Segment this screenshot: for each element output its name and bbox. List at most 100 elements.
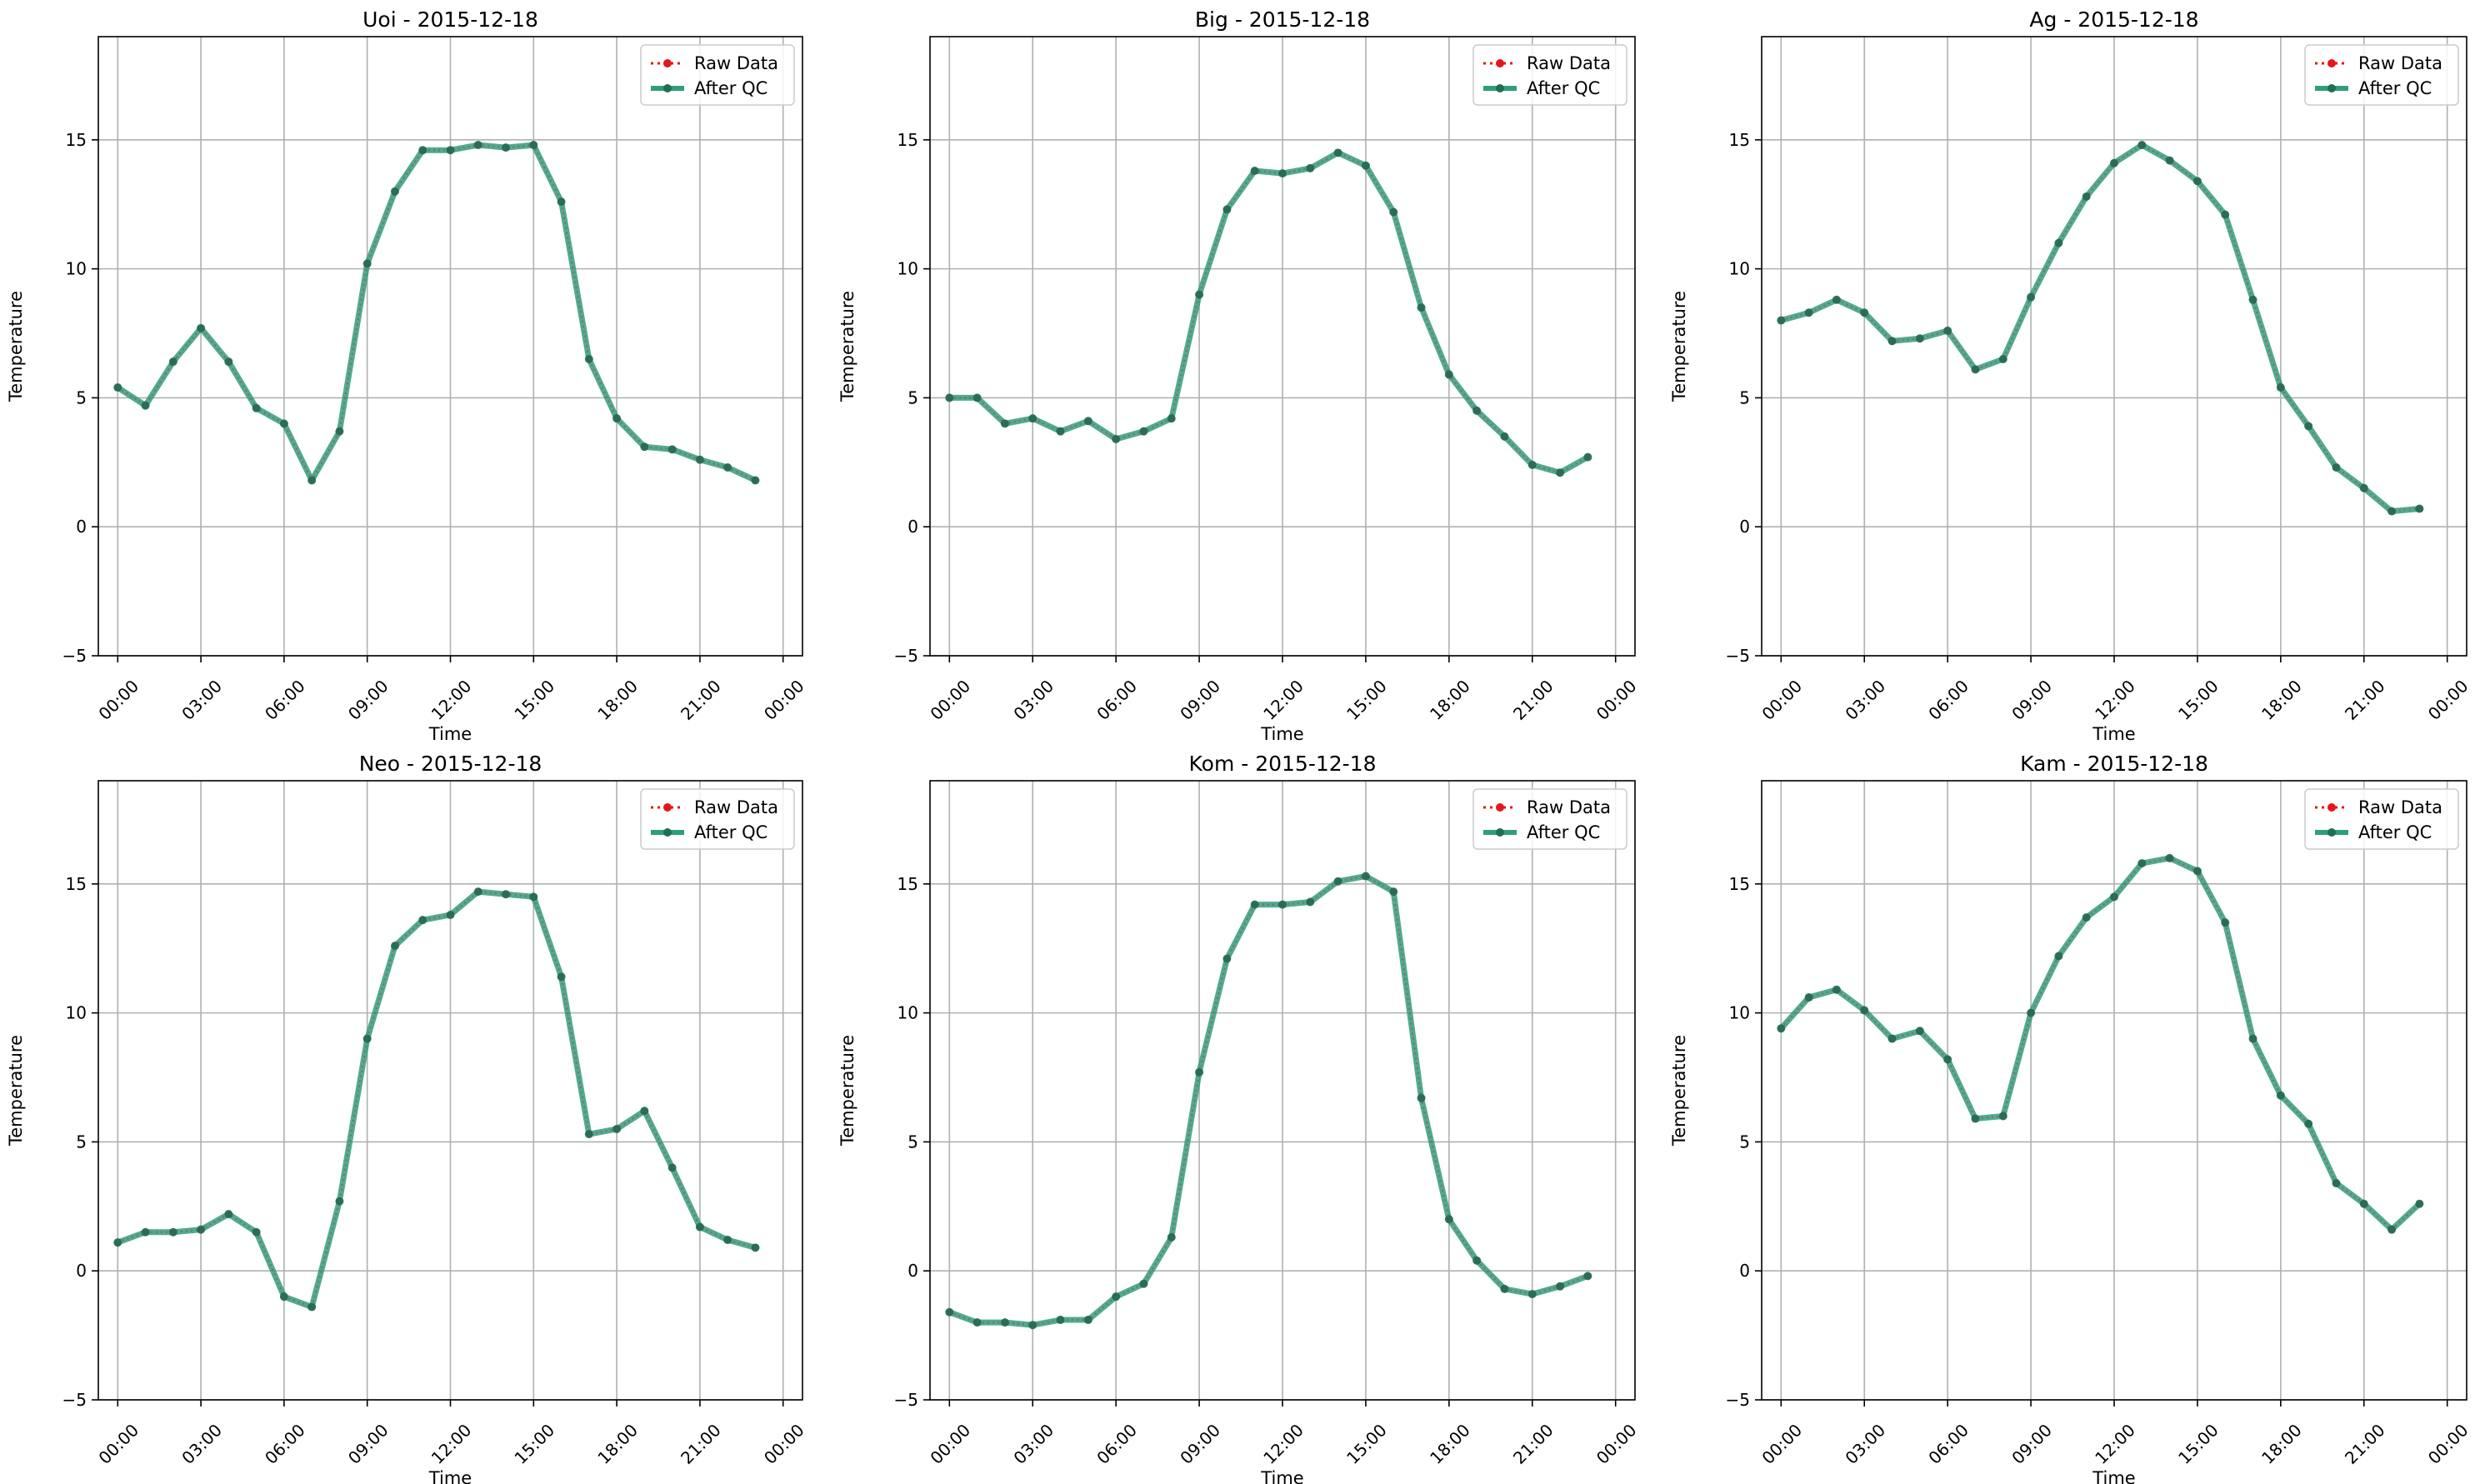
point-after-qc [2082, 913, 2091, 922]
point-after-qc [1139, 427, 1148, 436]
x-tick-label: 03:00 [1009, 676, 1058, 724]
point-after-qc [1028, 414, 1038, 423]
point-after-qc [1472, 1256, 1482, 1265]
point-after-qc [2138, 859, 2147, 868]
series-line-raw-data [117, 890, 756, 1309]
y-tick-label: −5 [894, 646, 918, 666]
point-after-qc [1556, 468, 1565, 477]
legend-marker-after-qc [1496, 828, 1504, 837]
point-after-qc [1500, 432, 1509, 441]
point-after-qc [308, 476, 317, 485]
y-axis-label: Temperature [1669, 291, 1689, 402]
x-tick-label: 03:00 [178, 676, 226, 724]
point-after-qc [640, 1107, 649, 1116]
point-after-qc [2221, 210, 2230, 219]
x-tick-label: 09:00 [1176, 676, 1224, 724]
y-tick-label: 15 [66, 130, 87, 150]
point-after-qc [640, 442, 649, 452]
legend-label-raw-data: Raw Data [2358, 53, 2442, 73]
point-after-qc [1250, 166, 1259, 175]
series-line-after-qc [1778, 855, 2422, 1233]
legend: Raw Data After QC [640, 788, 795, 850]
legend-label-raw-data: Raw Data [2358, 797, 2442, 817]
plot-title: Big - 2015-12-18 [1195, 7, 1370, 32]
point-after-qc [362, 1034, 372, 1043]
x-tick-label: 12:00 [1259, 1420, 1308, 1468]
y-tick-label: 0 [76, 1261, 87, 1281]
point-after-qc [668, 445, 677, 454]
x-tick-label: 00:00 [2424, 1420, 2472, 1468]
plot-title: Kam - 2015-12-18 [2020, 752, 2208, 776]
point-after-qc [557, 197, 566, 207]
legend-marker-raw-data [1496, 803, 1504, 812]
subplot-6: 00:00 03:00 06:00 09:00 12:00 15:00 18:00 21:00… [1669, 752, 2472, 1484]
point-after-qc [473, 141, 482, 150]
y-tick-label: 15 [898, 130, 918, 150]
legend-label-after-qc: After QC [694, 822, 768, 842]
x-axis-label: Time [2092, 724, 2135, 744]
point-after-qc [252, 403, 261, 412]
point-after-qc [1278, 169, 1287, 178]
point-after-qc [224, 357, 233, 367]
point-after-qc [113, 1238, 122, 1247]
x-tick-label: 12:00 [2091, 676, 2139, 724]
point-after-qc [1943, 326, 1952, 335]
point-after-qc [1112, 434, 1121, 443]
x-tick-label: 12:00 [428, 1420, 476, 1468]
point-after-qc [1915, 1027, 1924, 1036]
point-after-qc [1777, 1024, 1786, 1033]
axes-frame [1761, 36, 2468, 657]
point-after-qc [1167, 1232, 1176, 1242]
series-line-after-qc [946, 149, 1591, 476]
point-after-qc [390, 942, 399, 951]
x-tick-label: 03:00 [178, 1420, 226, 1468]
y-axis-label: Temperature [1669, 1035, 1689, 1147]
y-tick-label: 0 [908, 1261, 918, 1281]
x-tick-label: 18:00 [1426, 676, 1474, 724]
point-after-qc [723, 463, 732, 472]
point-after-qc [168, 1227, 178, 1237]
x-tick-label: 18:00 [1426, 1420, 1474, 1468]
y-tick-label: −5 [894, 1390, 918, 1410]
point-after-qc [362, 259, 372, 268]
y-tick-label: 15 [1729, 130, 1750, 150]
y-axis-label: Temperature [838, 291, 858, 402]
y-tick-label: 5 [908, 387, 918, 407]
point-after-qc [1278, 900, 1287, 909]
x-tick-label: 15:00 [1342, 1420, 1391, 1468]
x-axis-label: Time [1260, 724, 1303, 744]
point-after-qc [502, 890, 511, 899]
x-tick-label: 03:00 [1841, 1420, 1889, 1468]
point-after-qc [1083, 417, 1092, 426]
point-after-qc [113, 383, 122, 392]
plot-title: Neo - 2015-12-18 [359, 752, 542, 776]
point-after-qc [723, 1236, 732, 1245]
point-after-qc [2054, 952, 2063, 961]
point-after-qc [2332, 463, 2341, 472]
y-tick-label: −5 [62, 1390, 87, 1410]
point-after-qc [1583, 452, 1592, 462]
y-tick-label: 0 [908, 517, 918, 537]
y-tick-label: −5 [1726, 646, 1750, 666]
point-after-qc [1888, 337, 1897, 346]
point-after-qc [1500, 1284, 1509, 1293]
point-after-qc [668, 1163, 677, 1172]
point-after-qc [612, 414, 622, 423]
point-after-qc [1306, 163, 1315, 172]
x-tick-label: 00:00 [94, 1420, 142, 1468]
subplot-2: 00:00 03:00 06:00 09:00 12:00 15:00 18:00 21:00… [838, 7, 1641, 744]
point-after-qc [1556, 1282, 1565, 1291]
legend-label-after-qc: After QC [694, 78, 768, 98]
y-axis-label: Temperature [838, 1035, 858, 1147]
point-after-qc [945, 1307, 954, 1317]
point-after-qc [2165, 853, 2174, 862]
point-after-qc [1971, 365, 1980, 374]
point-after-qc [1333, 148, 1342, 157]
legend: Raw Data After QC [1472, 788, 1628, 850]
point-after-qc [1832, 985, 1841, 994]
point-after-qc [2248, 1034, 2258, 1043]
x-tick-label: 09:00 [344, 676, 392, 724]
point-after-qc [1083, 1316, 1092, 1325]
point-after-qc [2359, 1199, 2368, 1208]
